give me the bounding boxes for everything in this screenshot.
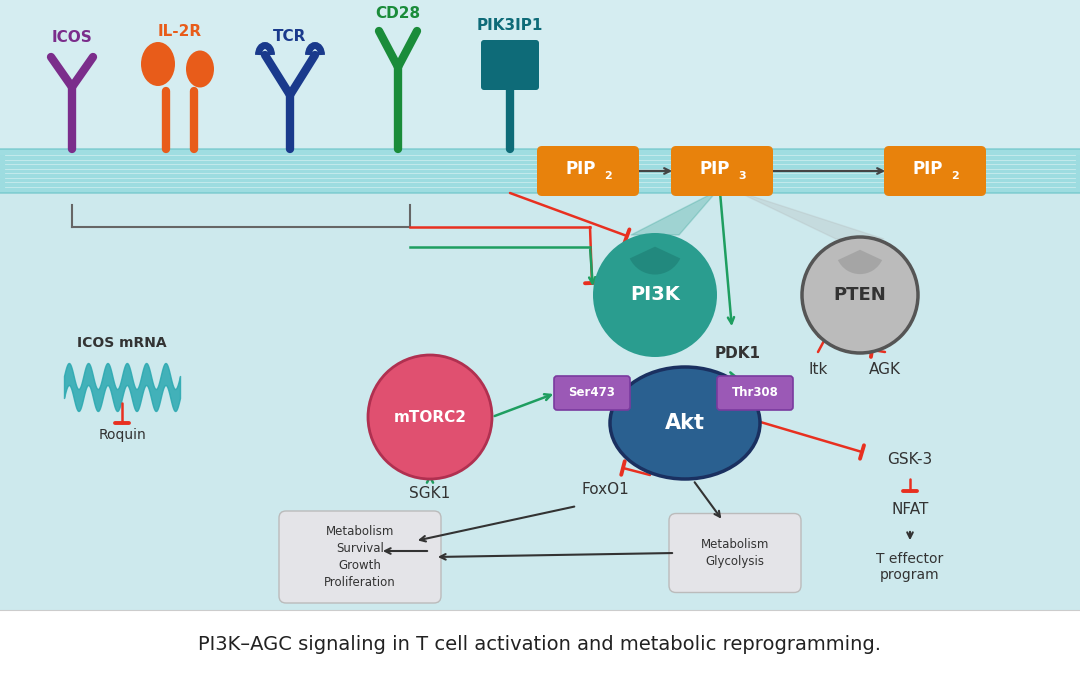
Text: Thr308: Thr308 [731,387,779,400]
Text: PTEN: PTEN [834,286,887,304]
FancyBboxPatch shape [671,146,773,196]
FancyBboxPatch shape [537,146,639,196]
Wedge shape [838,250,882,274]
Text: CD28: CD28 [376,6,420,21]
Text: 3: 3 [739,171,746,181]
FancyBboxPatch shape [554,376,630,410]
FancyBboxPatch shape [0,610,1080,675]
FancyBboxPatch shape [669,514,801,593]
Text: IL-2R: IL-2R [158,24,202,39]
FancyBboxPatch shape [279,511,441,603]
FancyBboxPatch shape [0,0,1080,155]
Text: 2: 2 [951,171,959,181]
Text: Roquin: Roquin [98,428,146,442]
Text: Akt: Akt [665,413,705,433]
Text: PIP: PIP [913,160,943,178]
Text: AGK: AGK [869,362,901,377]
Text: Ser473: Ser473 [568,387,616,400]
FancyBboxPatch shape [717,376,793,410]
Wedge shape [630,246,680,275]
Polygon shape [735,191,885,239]
Text: PI3K: PI3K [630,286,680,304]
Text: Metabolism
Survival
Growth
Proliferation: Metabolism Survival Growth Proliferation [324,525,396,589]
FancyBboxPatch shape [0,0,1080,610]
Ellipse shape [186,51,214,88]
Ellipse shape [610,367,760,479]
Text: ICOS mRNA: ICOS mRNA [77,336,166,350]
Text: T effector
program: T effector program [876,552,944,582]
Text: PIP: PIP [566,160,596,178]
Circle shape [593,233,717,357]
FancyBboxPatch shape [481,40,539,90]
Text: ICOS: ICOS [52,30,93,45]
Text: mTORC2: mTORC2 [393,410,467,425]
Text: GSK-3: GSK-3 [888,452,933,468]
Text: FoxO1: FoxO1 [581,483,629,497]
FancyBboxPatch shape [885,146,986,196]
Text: TCR: TCR [273,29,307,44]
Text: PDK1: PDK1 [715,346,761,360]
Text: PI3K–AGC signaling in T cell activation and metabolic reprogramming.: PI3K–AGC signaling in T cell activation … [199,635,881,655]
Text: PIK3IP1: PIK3IP1 [476,18,543,33]
Text: 2: 2 [604,171,612,181]
Text: Metabolism
Glycolysis: Metabolism Glycolysis [701,538,769,568]
Circle shape [368,355,492,479]
Ellipse shape [141,42,175,86]
Polygon shape [631,191,717,235]
FancyBboxPatch shape [0,149,1080,193]
Circle shape [802,237,918,353]
Text: PIP: PIP [700,160,730,178]
Text: SGK1: SGK1 [409,485,450,500]
Text: NFAT: NFAT [891,502,929,518]
Text: Itk: Itk [808,362,827,377]
